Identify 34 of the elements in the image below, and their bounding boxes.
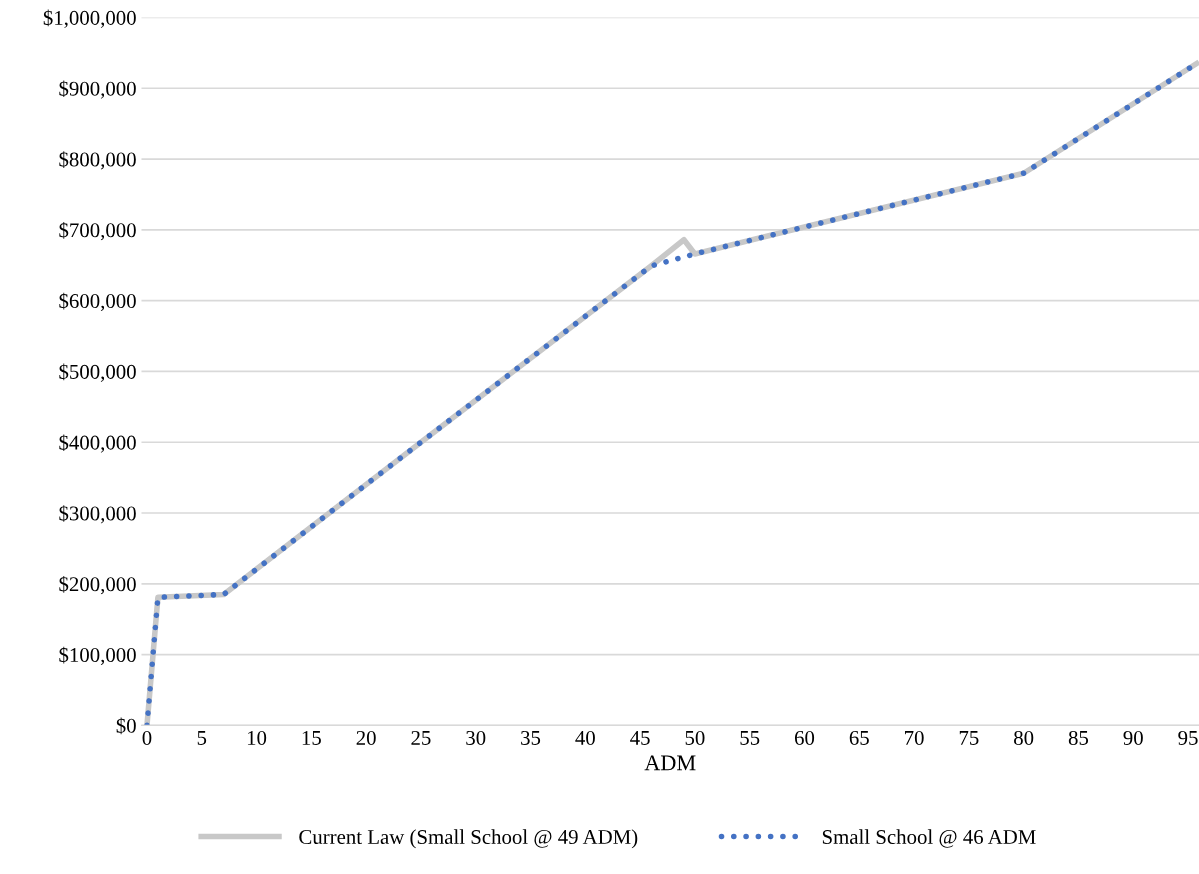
x-tick-label: 0 xyxy=(142,730,152,745)
y-tick-label: $700,000 xyxy=(59,222,136,241)
x-tick-label: 30 xyxy=(466,730,486,745)
y-tick-label: $100,000 xyxy=(59,646,136,666)
y-tick-label: $500,000 xyxy=(59,363,136,382)
x-axis-title: ADM xyxy=(644,755,696,771)
x-tick-label: 5 xyxy=(197,731,207,745)
x-tick-label: 85 xyxy=(1068,730,1089,745)
y-tick-label: $800,000 xyxy=(59,151,136,170)
x-tick-label: 55 xyxy=(740,731,760,745)
y-tick-label: $200,000 xyxy=(59,575,136,595)
x-tick-label: 60 xyxy=(794,730,815,745)
x-tick-label: 75 xyxy=(959,731,979,745)
x-tick-label: 40 xyxy=(575,730,595,745)
y-tick-label: $300,000 xyxy=(59,505,136,524)
x-tick-label: 70 xyxy=(905,730,924,745)
x-tick-label: 80 xyxy=(1014,730,1034,745)
x-tick-label: 10 xyxy=(247,730,267,745)
x-tick-label: 65 xyxy=(849,730,869,745)
y-tick-label: $600,000 xyxy=(59,292,136,312)
y-tick-label: $1,000,000 xyxy=(43,9,136,28)
legend-label: Current Law (Small School @ 49 ADM) xyxy=(299,829,638,849)
y-tick-label: $0 xyxy=(116,717,136,735)
x-tick-label: 15 xyxy=(302,730,321,745)
x-tick-label: 20 xyxy=(356,730,376,745)
x-tick-label: 35 xyxy=(521,730,541,745)
x-tick-label: 25 xyxy=(411,730,431,745)
x-tick-label: 95 xyxy=(1178,730,1198,745)
x-tick-label: 50 xyxy=(685,730,705,745)
y-tick-label: $900,000 xyxy=(59,80,136,99)
legend-label: Small School @ 46 ADM xyxy=(822,829,1036,848)
x-tick-label: 45 xyxy=(630,731,650,745)
y-tick-label: $400,000 xyxy=(59,434,136,453)
x-tick-label: 90 xyxy=(1123,730,1143,745)
